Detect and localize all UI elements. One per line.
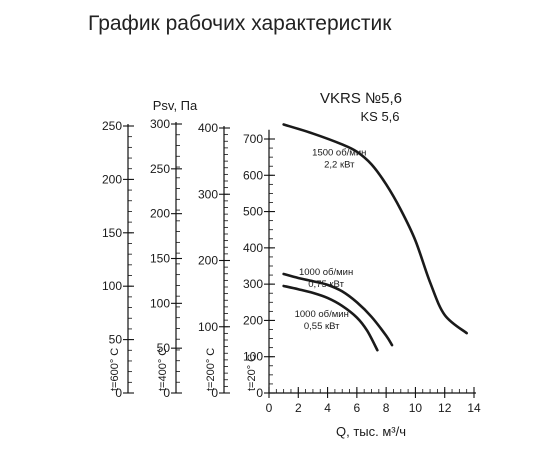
- tick-label: 300: [150, 117, 170, 131]
- y-tick-label: 0: [256, 386, 263, 400]
- x-tick-label: 12: [438, 401, 452, 415]
- temperature-label: t=600° C: [109, 348, 121, 391]
- y-tick-label: 200: [243, 313, 263, 327]
- series-label: 2,2 кВт: [324, 159, 355, 170]
- series-label: 1500 об/мин: [312, 147, 366, 158]
- model-label-primary: VKRS №5,6: [320, 90, 402, 107]
- tick-label: 150: [150, 252, 170, 266]
- tick-label: 300: [198, 187, 218, 201]
- x-tick-label: 2: [295, 401, 302, 415]
- temp-axis: 0 50 100 150 200 250 300 t=400° C: [150, 117, 182, 400]
- tick-label: 150: [102, 226, 122, 240]
- x-axis-label: Q, тыс. м³/ч: [336, 424, 406, 439]
- temperature-label: t=20° C: [246, 354, 258, 391]
- tick-label: 0: [163, 386, 170, 400]
- series-line: [282, 123, 468, 335]
- tick-label: 250: [102, 119, 122, 133]
- tick-label: 250: [150, 162, 170, 176]
- y-tick-label: 500: [243, 205, 263, 219]
- tick-label: 100: [198, 320, 218, 334]
- series-line: [282, 284, 379, 352]
- temperature-label: t=400° C: [157, 348, 169, 391]
- y-tick-label: 700: [243, 132, 263, 146]
- x-tick-label: 10: [409, 401, 423, 415]
- series-label: 1000 об/мин: [299, 267, 353, 278]
- series-line: [282, 272, 394, 347]
- tick-label: 200: [150, 207, 170, 221]
- series-label: 1000 об/мин: [295, 309, 349, 320]
- tick-label: 400: [198, 121, 218, 135]
- tick-label: 200: [198, 254, 218, 268]
- y-tick-label: 300: [243, 277, 263, 291]
- x-tick-label: 4: [324, 401, 331, 415]
- y-tick-label: 600: [243, 168, 263, 182]
- y-tick-label: 400: [243, 241, 263, 255]
- tick-label: 100: [150, 296, 170, 310]
- temp-axis: 0 100 200 300 400 t=200° C: [198, 121, 230, 400]
- x-tick-label: 0: [266, 401, 273, 415]
- series-label: 0,55 кВт: [304, 321, 340, 332]
- tick-label: 50: [109, 333, 123, 347]
- x-tick-label: 6: [354, 401, 361, 415]
- temperature-label: t=200° C: [205, 348, 217, 391]
- tick-label: 200: [102, 172, 122, 186]
- tick-label: 50: [157, 341, 171, 355]
- model-label-secondary: KS 5,6: [360, 109, 399, 124]
- temp-axis: 0 50 100 150 200 250 t=600° C: [102, 119, 134, 400]
- y-tick-label: 100: [243, 350, 263, 364]
- tick-label: 0: [211, 386, 218, 400]
- series-label: 0,75 кВт: [308, 279, 344, 290]
- tick-label: 100: [102, 279, 122, 293]
- page-title: График рабочих характеристик: [88, 12, 392, 35]
- y-axis-label: Psv, Па: [153, 98, 198, 113]
- tick-label: 0: [115, 386, 122, 400]
- x-tick-label: 8: [383, 401, 390, 415]
- x-tick-label: 14: [467, 401, 481, 415]
